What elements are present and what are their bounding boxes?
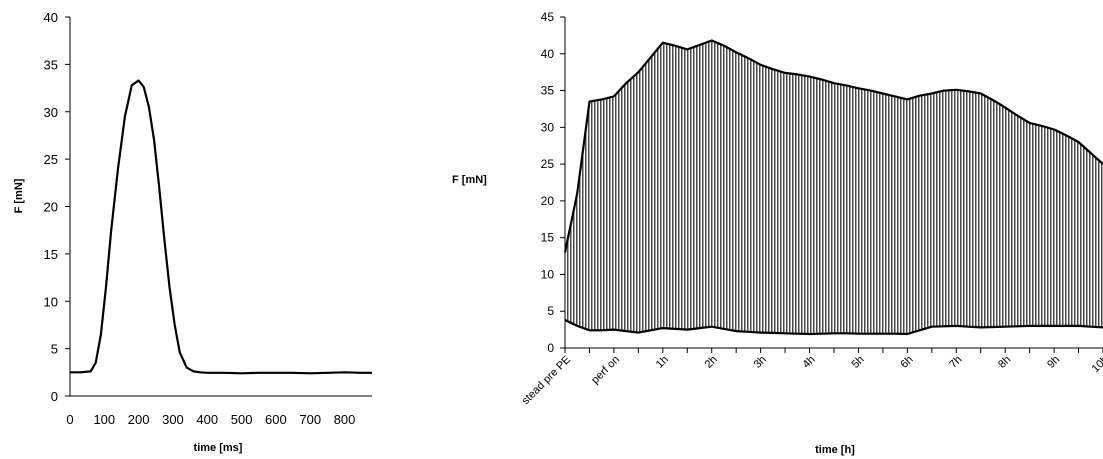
chart-left: 0 5 10 15 20 25 30 35 40 0 100 200 300 400 500 600 700 8…: [13, 10, 372, 454]
x-tick-label: 400: [196, 412, 218, 427]
x-tick-label: 4h: [800, 354, 817, 371]
x-tick-label: 100: [93, 412, 115, 427]
force-trace-line: [70, 79, 372, 375]
x-tick-group: stead pre PE perf on 1h 2h 3h 4h 5h 6h 7h 8h 9h 10h: [520, 348, 1103, 407]
x-tick-label: 300: [162, 412, 184, 427]
y-tick-group: 0 5 10 15 20 25 30 35 40: [44, 10, 70, 404]
y-axis-label: F [mN]: [13, 178, 25, 213]
x-tick-label: 700: [299, 412, 321, 427]
y-tick-label: 15: [541, 231, 555, 245]
x-tick-label: 8h: [996, 354, 1013, 371]
y-tick-label: 25: [44, 152, 58, 167]
y-tick-label: 35: [44, 57, 58, 72]
chart-right: 0 5 10 15 20 25 30 35 40 45 stead pre PE perf on 1h…: [452, 10, 1103, 456]
x-tick-label: 9h: [1045, 354, 1062, 371]
y-tick-label: 45: [541, 10, 555, 24]
y-tick-label: 0: [547, 341, 554, 355]
y-tick-label: 20: [44, 200, 58, 215]
y-tick-label: 0: [51, 389, 58, 404]
y-tick-label: 10: [541, 267, 555, 281]
lower-envelope-line: [564, 319, 1103, 336]
x-tick-label: 10h: [1090, 354, 1103, 375]
y-tick-label: 5: [51, 342, 58, 357]
y-tick-label: 30: [44, 105, 58, 120]
x-tick-label: stead pre PE: [520, 354, 573, 407]
y-tick-label: 20: [541, 194, 555, 208]
y-tick-label: 15: [44, 247, 58, 262]
x-tick-label: 2h: [703, 354, 720, 371]
upper-envelope-line: [563, 39, 1103, 253]
x-tick-label: 3h: [752, 354, 769, 371]
x-tick-label: 800: [334, 412, 356, 427]
x-tick-label: 600: [265, 412, 287, 427]
y-tick-label: 5: [547, 304, 554, 318]
x-tick-label: 7h: [947, 354, 964, 371]
force-range-area: [565, 40, 1103, 334]
x-tick-label: 5h: [849, 354, 866, 371]
y-tick-label: 30: [541, 120, 555, 134]
y-axis-label: F [mN]: [452, 174, 487, 186]
x-axis-label: time [h]: [815, 444, 855, 456]
x-tick-label: 1h: [654, 354, 671, 371]
x-tick-group: 0 100 200 300 400 500 600 700 800: [66, 412, 355, 427]
x-tick-label: perf on: [589, 354, 622, 387]
y-tick-label: 40: [541, 47, 555, 61]
y-tick-label: 10: [44, 294, 58, 309]
y-tick-label: 40: [44, 10, 58, 25]
y-tick-label: 35: [541, 84, 555, 98]
x-tick-label: 6h: [898, 354, 915, 371]
x-axis-label: time [ms]: [194, 442, 243, 454]
x-tick-label: 500: [231, 412, 253, 427]
y-tick-label: 25: [541, 157, 555, 171]
x-tick-label: 200: [128, 412, 150, 427]
y-tick-group: 0 5 10 15 20 25 30 35 40 45: [541, 10, 565, 355]
x-tick-label: 0: [66, 412, 73, 427]
